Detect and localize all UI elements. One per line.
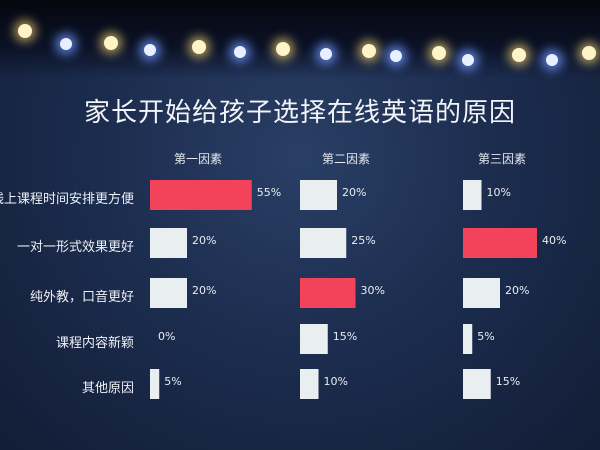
value-label: 15% [333, 330, 357, 343]
stage-light-icon [546, 54, 558, 66]
category-label: 线上课程时间安排更方便 [0, 192, 134, 207]
category-label: 纯外教，口音更好 [29, 290, 134, 305]
stage-light-icon [144, 44, 156, 56]
value-label: 10% [487, 186, 511, 199]
stage-lighting-rig [0, 0, 600, 78]
factor-header: 第三因素 [478, 152, 527, 166]
stage-light-icon [512, 48, 526, 62]
stage-light-icon [462, 54, 474, 66]
bar [463, 278, 500, 308]
value-label: 20% [505, 284, 529, 297]
category-label: 一对一形式效果更好 [16, 240, 134, 255]
bar [300, 180, 337, 210]
stage-light-icon [104, 36, 118, 50]
factor-header: 第一因素 [174, 152, 223, 166]
stage-light-icon [582, 46, 596, 60]
bar [300, 369, 319, 399]
stage-light-icon [276, 42, 290, 56]
bar [150, 228, 187, 258]
stage-light-icon [320, 48, 332, 60]
bar [150, 369, 160, 399]
bar [300, 228, 347, 258]
bar [300, 324, 328, 354]
value-label: 5% [477, 330, 494, 343]
value-label: 0% [158, 330, 175, 343]
value-label: 25% [351, 234, 375, 247]
value-label: 5% [164, 375, 181, 388]
stage-light-icon [390, 50, 402, 62]
bar [463, 324, 473, 354]
bar-highlight [300, 278, 356, 308]
bar [463, 180, 482, 210]
value-label: 40% [542, 234, 566, 247]
stage-light-icon [362, 44, 376, 58]
value-label: 55% [257, 186, 281, 199]
bar-highlight [150, 180, 252, 210]
stage-light-icon [432, 46, 446, 60]
value-label: 20% [342, 186, 366, 199]
value-label: 10% [324, 375, 348, 388]
category-label: 其他原因 [81, 381, 134, 396]
stage-light-icon [234, 46, 246, 58]
bar [463, 369, 491, 399]
category-label: 课程内容新颖 [55, 336, 134, 351]
value-label: 20% [192, 234, 216, 247]
factor-header: 第二因素 [322, 152, 371, 166]
stage-light-icon [18, 24, 32, 38]
stage-light-icon [60, 38, 72, 50]
chart-title: 家长开始给孩子选择在线英语的原因 [83, 98, 516, 128]
value-label: 20% [192, 284, 216, 297]
value-label: 15% [496, 375, 520, 388]
bar [150, 278, 187, 308]
value-label: 30% [361, 284, 385, 297]
stage-light-icon [192, 40, 206, 54]
bar-highlight [463, 228, 537, 258]
